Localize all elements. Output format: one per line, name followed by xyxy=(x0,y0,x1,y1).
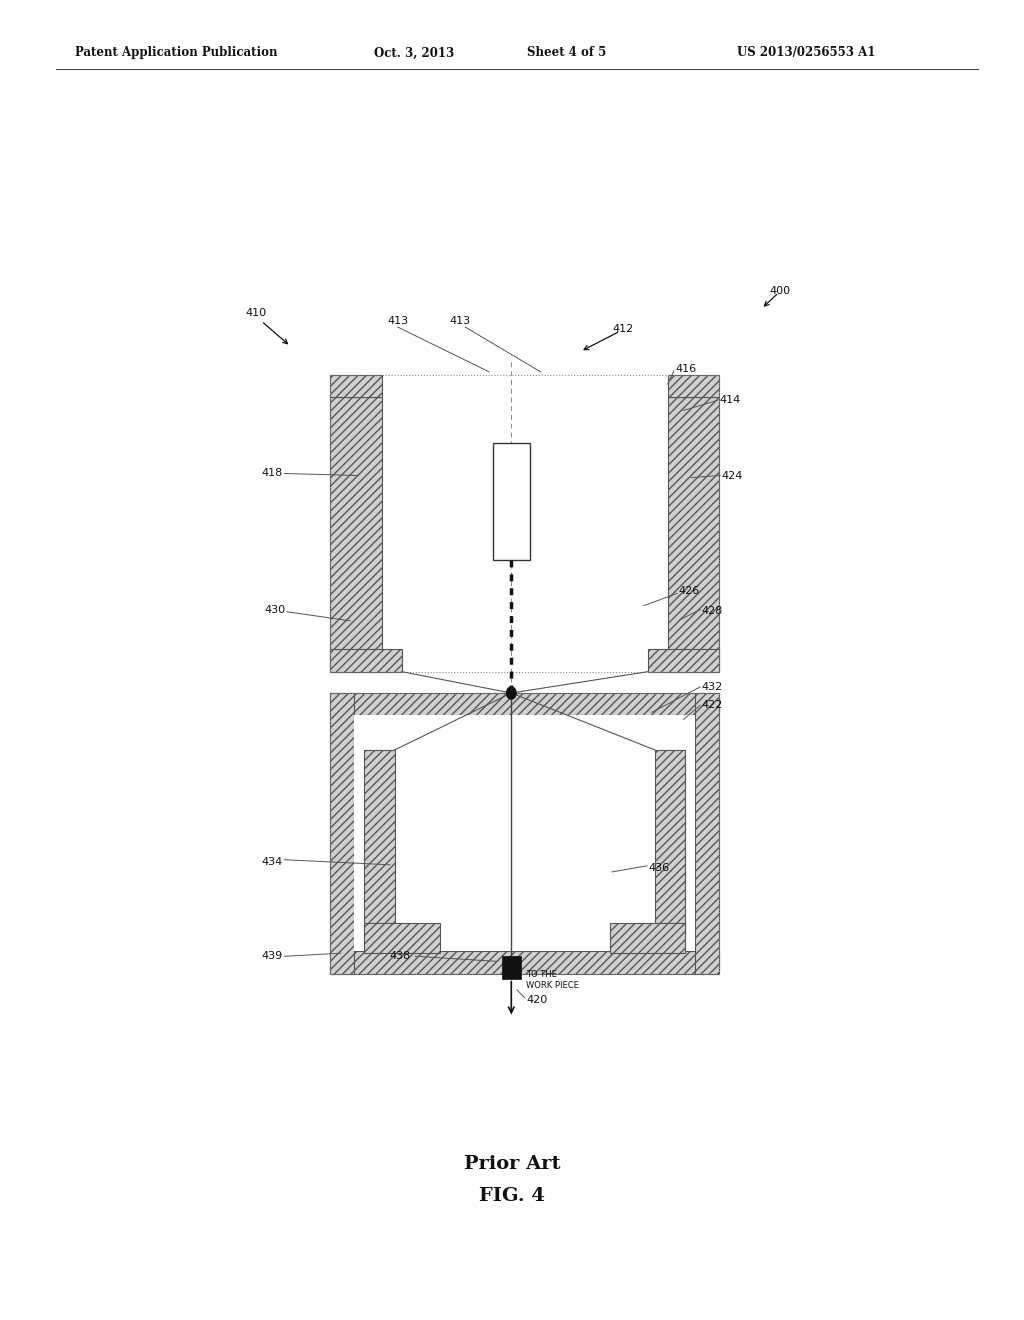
Circle shape xyxy=(507,686,516,700)
Text: 432: 432 xyxy=(701,682,723,692)
Bar xyxy=(502,956,521,978)
Text: 412: 412 xyxy=(612,325,634,334)
Bar xyxy=(609,923,685,953)
Bar xyxy=(331,693,354,974)
Text: 422: 422 xyxy=(701,700,723,710)
Text: 434: 434 xyxy=(261,857,283,867)
Text: 413: 413 xyxy=(450,315,470,326)
Text: 430: 430 xyxy=(264,605,285,615)
Bar xyxy=(331,397,382,672)
Bar xyxy=(331,693,719,715)
Text: 428: 428 xyxy=(701,606,723,615)
Bar xyxy=(494,444,529,560)
Text: FIG. 4: FIG. 4 xyxy=(479,1187,545,1205)
Bar xyxy=(695,693,719,974)
Text: Patent Application Publication: Patent Application Publication xyxy=(75,46,278,59)
Bar xyxy=(668,397,719,672)
Bar xyxy=(331,649,401,672)
Text: Oct. 3, 2013: Oct. 3, 2013 xyxy=(374,46,454,59)
Bar xyxy=(354,715,695,952)
Text: 439: 439 xyxy=(261,952,283,961)
Text: Sheet 4 of 5: Sheet 4 of 5 xyxy=(527,46,606,59)
Text: TO THE: TO THE xyxy=(526,970,557,979)
Text: WORK PIECE: WORK PIECE xyxy=(526,981,580,990)
Text: 414: 414 xyxy=(719,395,740,405)
Bar xyxy=(331,375,382,397)
Bar xyxy=(668,375,719,397)
Text: 400: 400 xyxy=(769,285,791,296)
Bar xyxy=(365,750,394,939)
Text: 436: 436 xyxy=(648,863,670,873)
Bar xyxy=(331,375,719,672)
Bar xyxy=(331,693,719,974)
Bar xyxy=(331,952,719,974)
Text: 426: 426 xyxy=(679,586,700,597)
Text: Prior Art: Prior Art xyxy=(464,1155,560,1173)
Bar xyxy=(365,923,440,953)
Text: 424: 424 xyxy=(722,470,743,480)
Text: 418: 418 xyxy=(261,469,283,478)
Text: US 2013/0256553 A1: US 2013/0256553 A1 xyxy=(737,46,876,59)
Text: 420: 420 xyxy=(526,995,548,1005)
Text: 410: 410 xyxy=(246,308,266,318)
Text: 416: 416 xyxy=(676,364,696,374)
Text: 413: 413 xyxy=(387,315,409,326)
Bar xyxy=(655,750,685,939)
Bar xyxy=(648,649,719,672)
Text: 438: 438 xyxy=(390,952,412,961)
